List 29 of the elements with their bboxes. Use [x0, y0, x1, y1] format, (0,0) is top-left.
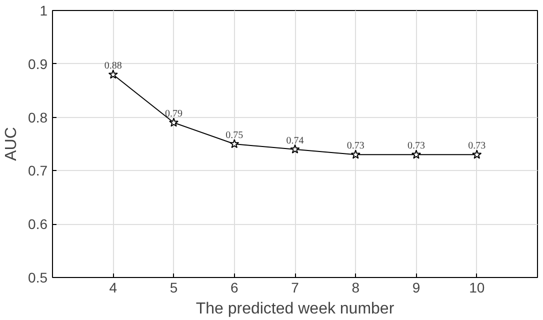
data-label: 0.79	[165, 108, 182, 120]
y-tick-label: 0.5	[28, 270, 48, 286]
point	[168, 118, 179, 127]
x-tick-label: 10	[469, 280, 485, 296]
data-label: 0.73	[468, 140, 486, 152]
x-tick-label: 9	[412, 280, 420, 296]
y-tick-label: 0.9	[28, 56, 48, 72]
data-label: 0.73	[346, 140, 364, 152]
data-label: 0.75	[226, 130, 244, 141]
x-tick-label: 7	[291, 280, 300, 296]
point	[411, 150, 422, 159]
y-axis-title: AUC	[3, 127, 20, 161]
point	[350, 150, 360, 159]
y-tick-label: 0.6	[28, 216, 48, 232]
point	[472, 150, 482, 159]
y-tick-label: 0.7	[28, 162, 48, 179]
x-tick-label: 8	[352, 280, 360, 296]
x-tick-label: 6	[230, 280, 238, 296]
data-label: 0.73	[408, 140, 425, 152]
data-label: 0.74	[286, 135, 304, 146]
x-axis-title: The predicted week number	[196, 300, 395, 318]
y-tick-label: 1	[40, 2, 48, 18]
point	[108, 70, 118, 79]
point	[230, 139, 240, 148]
x-tick-label: 5	[170, 280, 178, 296]
x-tick-label: 4	[109, 280, 118, 296]
point	[290, 144, 300, 154]
y-tick-label: 0.8	[28, 109, 48, 126]
data-label: 0.88	[104, 60, 122, 72]
